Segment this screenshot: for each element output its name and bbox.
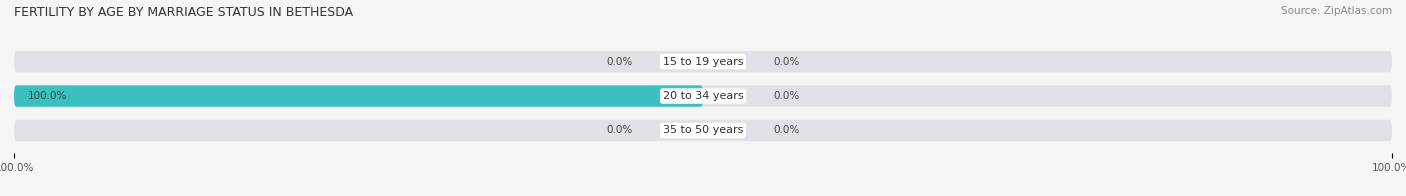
Text: 15 to 19 years: 15 to 19 years xyxy=(662,57,744,67)
FancyBboxPatch shape xyxy=(14,120,1392,141)
Text: 0.0%: 0.0% xyxy=(773,57,800,67)
Text: FERTILITY BY AGE BY MARRIAGE STATUS IN BETHESDA: FERTILITY BY AGE BY MARRIAGE STATUS IN B… xyxy=(14,6,353,19)
Text: 100.0%: 100.0% xyxy=(28,91,67,101)
FancyBboxPatch shape xyxy=(14,85,1392,107)
Text: Source: ZipAtlas.com: Source: ZipAtlas.com xyxy=(1281,6,1392,16)
Text: 35 to 50 years: 35 to 50 years xyxy=(662,125,744,135)
FancyBboxPatch shape xyxy=(14,51,1392,72)
Text: 0.0%: 0.0% xyxy=(773,91,800,101)
Text: 20 to 34 years: 20 to 34 years xyxy=(662,91,744,101)
FancyBboxPatch shape xyxy=(14,85,703,107)
Text: 0.0%: 0.0% xyxy=(606,125,633,135)
Text: 0.0%: 0.0% xyxy=(773,125,800,135)
Text: 0.0%: 0.0% xyxy=(606,57,633,67)
